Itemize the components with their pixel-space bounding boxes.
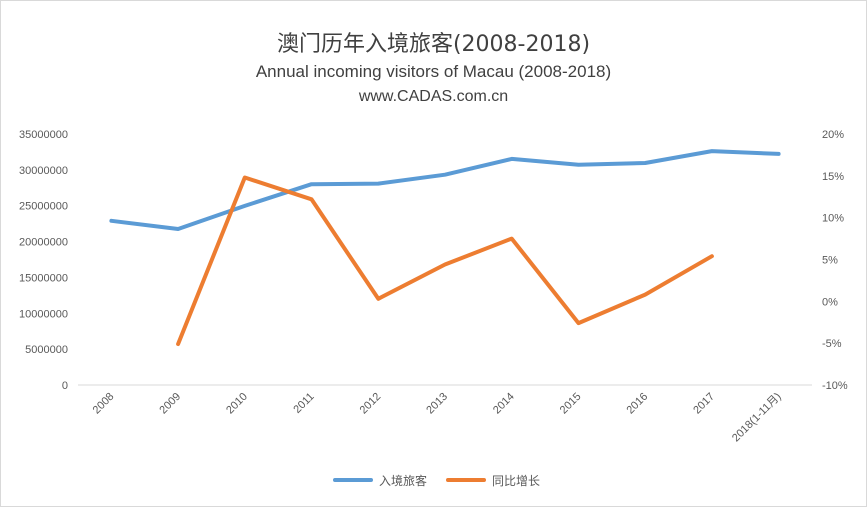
x-tick-label: 2012 — [358, 391, 384, 417]
legend-label-growth: 同比增长 — [492, 473, 541, 488]
y-left-tick-label: 10000000 — [19, 308, 68, 320]
chart-subtitle: Annual incoming visitors of Macau (2008-… — [255, 62, 612, 81]
series-line-visitors — [109, 149, 781, 231]
y-right-tick-label: 5% — [822, 255, 838, 267]
chart-source: www.CADAS.com.cn — [358, 88, 509, 105]
x-tick-label: 2013 — [424, 391, 450, 417]
x-tick-label: 2016 — [625, 391, 651, 417]
y-left-tick-label: 0 — [62, 380, 68, 392]
legend-label-visitors: 入境旅客 — [379, 473, 428, 488]
x-tick-label: 2015 — [558, 391, 584, 417]
y-left-tick-label: 25000000 — [19, 201, 68, 213]
x-tick-label: 2008 — [91, 391, 117, 417]
y-right-tick-label: 15% — [822, 171, 844, 183]
legend-item-growth: 同比增长 — [446, 471, 540, 489]
y-right-tick-label: 20% — [822, 129, 844, 141]
y-left-tick-label: 35000000 — [19, 129, 68, 141]
x-tick-label: 2010 — [224, 391, 250, 417]
y-left-tick-label: 15000000 — [19, 272, 68, 284]
x-tick-label: 2018(1-11月) — [730, 391, 784, 445]
legend-swatch-growth — [446, 478, 486, 482]
chart-title: 澳门历年入境旅客(2008-2018) — [276, 32, 591, 57]
y-right-tick-label: -5% — [822, 338, 842, 350]
y-right-tick-label: -10% — [822, 380, 848, 392]
x-tick-label: 2014 — [491, 391, 517, 417]
y-right-tick-label: 10% — [822, 213, 844, 225]
y-left-tick-label: 20000000 — [19, 237, 68, 249]
y-left-tick-label: 5000000 — [25, 344, 68, 356]
y-left-tick-label: 30000000 — [19, 165, 68, 177]
y-right-tick-label: 0% — [822, 296, 838, 308]
x-tick-label: 2009 — [157, 391, 183, 417]
legend-swatch-visitors — [333, 478, 373, 482]
x-tick-label: 2017 — [691, 391, 717, 417]
legend-item-visitors: 入境旅客 — [333, 471, 427, 489]
x-tick-label: 2011 — [291, 391, 316, 416]
